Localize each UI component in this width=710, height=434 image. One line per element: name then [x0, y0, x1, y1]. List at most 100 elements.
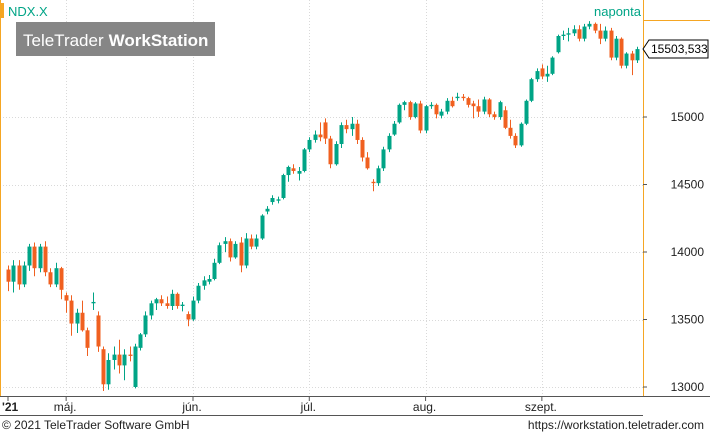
y-tick-label: 13500: [671, 313, 705, 327]
candle-body: [387, 135, 392, 150]
candle-body: [138, 334, 143, 348]
candle-body: [318, 134, 323, 138]
candles: [6, 21, 640, 392]
y-tick-label: 15000: [671, 110, 705, 124]
candle-body: [624, 53, 629, 66]
candle-body: [228, 241, 233, 258]
candle-body: [217, 245, 222, 263]
candle-body: [122, 354, 127, 366]
candle-body: [350, 123, 355, 130]
candle-body: [566, 33, 571, 35]
candle-body: [69, 300, 74, 324]
candle-body: [466, 98, 471, 105]
candle-body: [281, 175, 286, 198]
candle-body: [101, 349, 106, 385]
candle-body: [191, 300, 196, 320]
candle-body: [133, 346, 138, 387]
candle-body: [529, 79, 534, 101]
candle-body: [439, 111, 444, 116]
interval-label[interactable]: naponta: [594, 4, 642, 19]
candle-body: [392, 123, 397, 135]
copyright-text: © 2021 TeleTrader Software GmbH: [2, 418, 190, 432]
candle-body: [286, 166, 291, 176]
candle-body: [32, 246, 37, 269]
candle-body: [265, 208, 270, 212]
x-tick-label: júl.: [300, 400, 316, 414]
candle-body: [381, 149, 386, 169]
watermark-text: TeleTrader WorkStation: [23, 31, 208, 50]
candle-body: [603, 30, 608, 39]
candle-body: [323, 122, 328, 139]
candle-body: [64, 295, 69, 301]
candle-body: [482, 99, 487, 112]
candle-body: [297, 171, 302, 174]
candle-body: [112, 354, 117, 360]
candle-body: [545, 73, 550, 77]
candle-body: [365, 157, 370, 169]
candle-body: [270, 198, 275, 203]
candle-body: [577, 29, 582, 39]
candle-body: [239, 242, 244, 266]
candle-body: [27, 246, 32, 266]
candle-body: [413, 103, 418, 117]
candle-body: [582, 26, 587, 39]
source-url-link[interactable]: https://workstation.teletrader.com: [527, 418, 704, 432]
candle-body: [85, 330, 90, 348]
candle-body: [424, 106, 429, 131]
candlestick-chart[interactable]: 13000 13500 14000 14500 15000 '21 máj. jún. júl…: [0, 0, 710, 417]
candle-body: [59, 268, 64, 290]
candle-body: [418, 103, 423, 131]
candle-body: [54, 268, 59, 285]
watermark-box: [16, 22, 215, 56]
watermark-brand-bold: WorkStation: [109, 31, 209, 50]
x-tick-label: máj.: [54, 400, 77, 414]
candle-body: [450, 100, 455, 107]
candle-body: [80, 312, 85, 331]
watermark-brand-light: TeleTrader: [23, 31, 104, 50]
candle-body: [360, 139, 365, 158]
candle-body: [307, 139, 312, 150]
candle-body: [48, 272, 53, 285]
x-axis: '21 máj. jún. júl. aug. szept.: [2, 396, 557, 414]
candle-body: [223, 241, 228, 244]
candle-body: [233, 243, 238, 258]
candle-body: [471, 103, 476, 107]
candle-body: [503, 110, 508, 128]
candle-body: [397, 104, 402, 123]
candle-body: [476, 106, 481, 112]
candle-body: [175, 293, 180, 306]
candle-body: [609, 30, 614, 58]
candle-body: [91, 301, 96, 304]
candle-body: [344, 125, 349, 130]
last-price-tag: 15503,533: [642, 39, 709, 59]
candle-body: [524, 100, 529, 124]
candle-body: [254, 238, 259, 247]
candle-body: [291, 168, 296, 171]
y-axis: 13000 13500 14000 14500 15000: [643, 110, 704, 394]
candle-body: [302, 149, 307, 171]
candle-body: [429, 104, 434, 107]
symbol-label: NDX.X: [8, 4, 48, 19]
candle-body: [630, 53, 635, 61]
candle-body: [149, 303, 154, 316]
x-tick-label: aug.: [413, 400, 436, 414]
candle-body: [75, 312, 80, 324]
candle-body: [408, 102, 413, 117]
candle-body: [492, 114, 497, 117]
candle-body: [455, 96, 460, 99]
candle-body: [96, 315, 101, 347]
candle-body: [11, 265, 16, 282]
candle-body: [513, 135, 518, 146]
candle-body: [434, 104, 439, 115]
candle-body: [635, 49, 640, 61]
candle-body: [371, 181, 376, 184]
candle-body: [519, 123, 524, 146]
y-tick-label: 13000: [671, 380, 705, 394]
candle-body: [207, 279, 212, 282]
candle-body: [540, 68, 545, 77]
candle-body: [498, 102, 503, 117]
header-accent-bar: [1, 3, 4, 18]
last-price-value: 15503,533: [651, 42, 708, 56]
candle-body: [313, 134, 318, 140]
candle-body: [196, 285, 201, 301]
